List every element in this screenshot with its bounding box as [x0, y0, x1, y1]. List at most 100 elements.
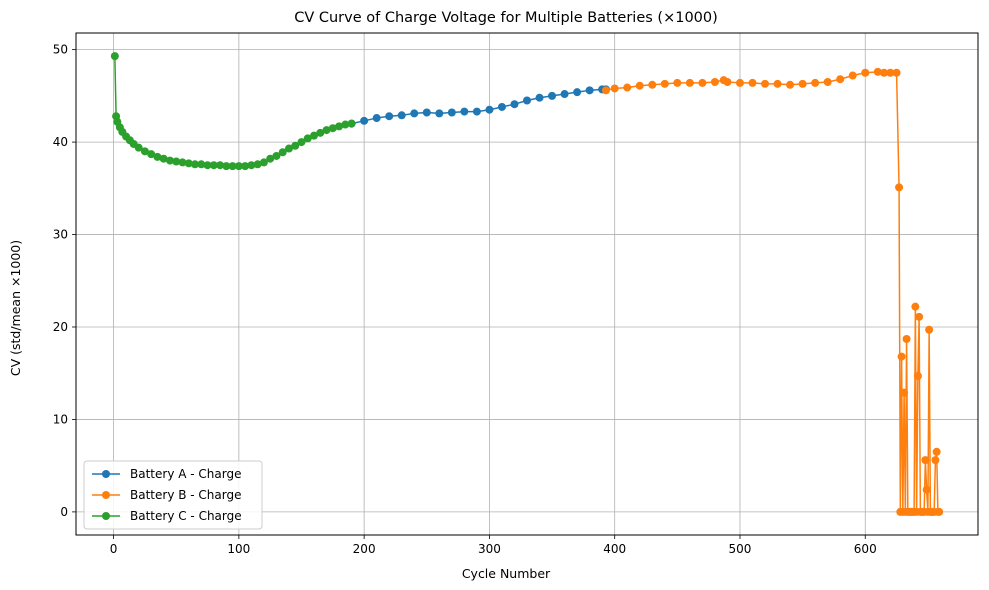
x-tick-label: 300	[478, 542, 501, 556]
y-tick-label: 40	[53, 135, 68, 149]
data-point	[897, 352, 906, 361]
data-point	[648, 80, 657, 89]
data-point	[925, 325, 934, 334]
data-point	[560, 90, 569, 99]
data-point	[886, 68, 895, 77]
legend-marker	[102, 470, 110, 478]
legend-label: Battery B - Charge	[130, 488, 241, 502]
data-point	[172, 157, 181, 166]
data-point	[241, 162, 250, 171]
data-point	[341, 120, 350, 129]
data-point	[184, 159, 193, 168]
data-point	[823, 78, 832, 86]
legend-label: Battery C - Charge	[130, 509, 242, 523]
data-point	[140, 147, 149, 156]
legend-marker	[102, 491, 110, 499]
data-point	[873, 67, 882, 76]
data-point	[710, 78, 719, 86]
data-point	[902, 335, 911, 344]
data-point	[216, 161, 225, 170]
data-point	[485, 105, 494, 114]
y-tick-label: 0	[60, 505, 68, 519]
data-point	[134, 143, 143, 152]
data-point	[915, 312, 924, 321]
data-point	[410, 109, 419, 118]
data-point	[523, 96, 531, 105]
data-point	[497, 102, 506, 111]
data-point	[197, 160, 206, 169]
y-tick-label: 20	[53, 320, 68, 334]
data-point	[435, 109, 444, 118]
data-point	[880, 68, 889, 77]
data-point	[272, 151, 281, 160]
data-point	[385, 112, 394, 121]
data-point	[935, 507, 944, 516]
axis-ticks: 0 100 200 300 400 500 600 0 10 20 30 40 50	[53, 43, 877, 556]
legend-label: Battery A - Charge	[130, 467, 241, 481]
data-point	[685, 78, 694, 87]
data-point	[222, 162, 231, 171]
data-point	[921, 456, 930, 465]
data-point	[460, 107, 469, 116]
x-tick-label: 600	[854, 542, 877, 556]
data-point	[278, 148, 287, 157]
legend: Battery A - Charge Battery B - Charge Batt…	[83, 460, 263, 530]
data-point	[360, 116, 369, 125]
data-point	[228, 162, 237, 171]
data-point	[761, 79, 770, 88]
data-point	[601, 86, 610, 95]
x-axis-label: Cycle Number	[462, 566, 551, 581]
x-tick-label: 100	[227, 542, 250, 556]
data-point	[291, 141, 300, 150]
legend-item: Battery A - Charge	[92, 467, 241, 481]
data-point	[322, 126, 331, 135]
data-point	[811, 78, 820, 87]
data-point	[623, 83, 632, 92]
legend-marker	[102, 512, 110, 520]
data-point	[836, 75, 845, 84]
legend-box	[83, 460, 263, 530]
x-tick-label: 500	[729, 542, 752, 556]
data-point	[191, 160, 200, 169]
data-point	[635, 81, 644, 90]
data-point	[335, 122, 344, 131]
data-point	[347, 119, 356, 128]
y-tick-label: 30	[53, 228, 68, 242]
data-point	[372, 114, 381, 123]
data-point	[303, 134, 312, 143]
data-point	[735, 78, 744, 87]
series-battery-c-charge	[110, 52, 356, 171]
data-point	[723, 78, 732, 86]
data-point	[932, 447, 941, 456]
y-tick-label: 10	[53, 412, 68, 426]
data-point	[848, 71, 857, 80]
chart-title: CV Curve of Charge Voltage for Multiple …	[294, 10, 718, 26]
series-battery-b-charge	[601, 67, 944, 516]
legend-item: Battery B - Charge	[92, 488, 241, 502]
data-point	[422, 108, 431, 117]
data-point	[913, 371, 922, 380]
data-point	[892, 68, 901, 77]
data-point	[147, 150, 156, 159]
series-layer	[110, 52, 944, 516]
x-tick-label: 0	[110, 542, 118, 556]
data-point	[911, 302, 920, 311]
data-point	[328, 124, 337, 133]
data-point	[748, 78, 757, 87]
data-point	[895, 183, 904, 192]
data-point	[573, 88, 582, 97]
data-point	[861, 68, 870, 77]
data-point	[673, 78, 682, 87]
data-point	[535, 93, 544, 102]
y-tick-label: 50	[53, 43, 68, 57]
x-tick-label: 400	[603, 542, 626, 556]
data-point	[931, 456, 940, 465]
data-point	[698, 78, 707, 87]
data-point	[266, 154, 275, 163]
data-point	[178, 158, 187, 167]
y-axis-label: CV (std/mean ×1000)	[8, 240, 23, 376]
data-point	[786, 80, 795, 89]
data-point	[165, 156, 174, 165]
data-point	[203, 161, 212, 170]
